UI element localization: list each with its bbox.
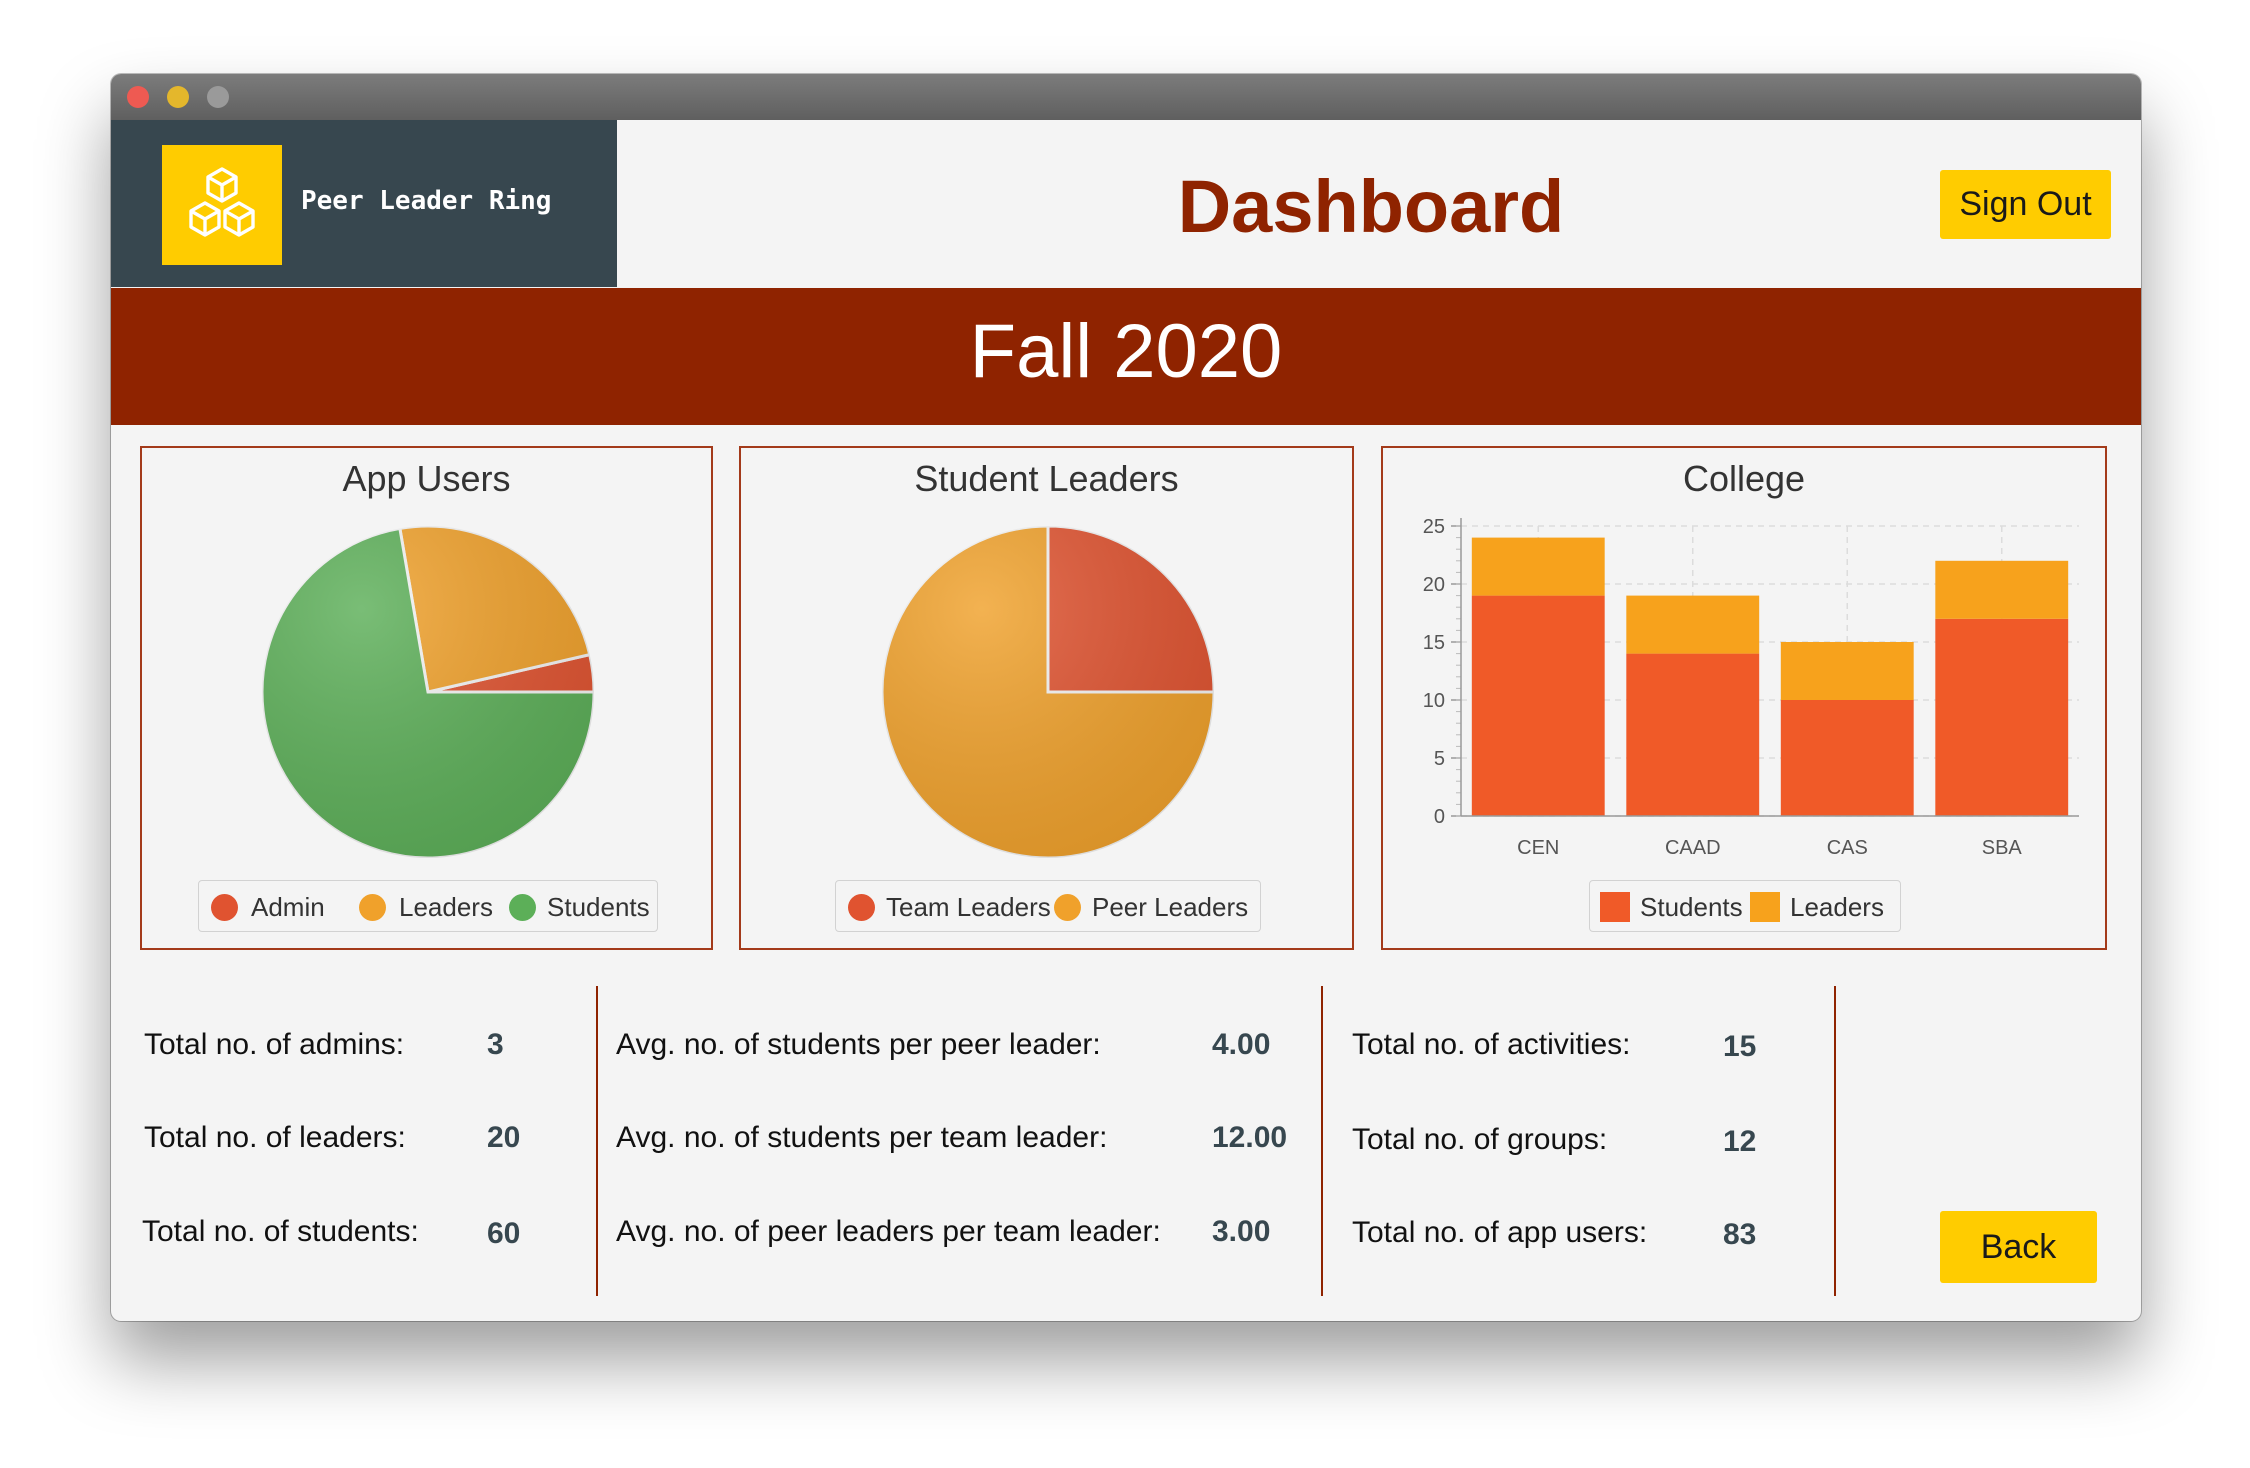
y-tick-label: 10 bbox=[1423, 690, 1445, 712]
stats-divider-2 bbox=[1321, 986, 1323, 1296]
bar-cen-students bbox=[1471, 595, 1605, 816]
stat-label-leaders: Total no. of leaders: bbox=[144, 1121, 406, 1154]
term-banner: Fall 2020 bbox=[111, 288, 2141, 425]
stat-value-students: 60 bbox=[487, 1217, 521, 1250]
legend-swatch-students bbox=[509, 894, 536, 921]
student-leaders-legend: Team Leaders Peer Leaders bbox=[835, 880, 1261, 932]
legend-label-bar-leaders: Leaders bbox=[1790, 892, 1884, 922]
college-title: College bbox=[1682, 458, 1806, 499]
legend-label-admin: Admin bbox=[251, 892, 325, 922]
bar-caad-leaders bbox=[1626, 595, 1760, 654]
college-card: College 0 5 10 15 20 25 CEN CAAD CAS SBA Students… bbox=[1381, 446, 2107, 950]
legend-swatch-peer-leaders bbox=[1054, 894, 1081, 921]
x-tick-label-caad: CAAD bbox=[1665, 837, 1721, 859]
x-tick-label-cen: CEN bbox=[1517, 837, 1559, 859]
stat-value-leaders: 20 bbox=[487, 1121, 521, 1154]
pie-slice-team-leaders bbox=[1046, 524, 1216, 694]
legend-swatch-leaders bbox=[359, 894, 386, 921]
close-window-button[interactable] bbox=[127, 86, 149, 108]
bar-sba-leaders bbox=[1935, 560, 2069, 619]
legend-label-leaders: Leaders bbox=[399, 892, 493, 922]
page-title: Dashboard bbox=[1177, 165, 1565, 248]
app-window: Peer Leader Ring Dashboard Sign Out Fall… bbox=[111, 74, 2141, 1321]
legend-swatch-bar-leaders bbox=[1750, 892, 1780, 922]
y-tick-label: 25 bbox=[1423, 516, 1445, 538]
stat-value-students-per-peer: 4.00 bbox=[1212, 1028, 1271, 1061]
stat-value-peers-per-team: 3.00 bbox=[1212, 1215, 1271, 1248]
y-tick-label: 0 bbox=[1434, 806, 1445, 828]
legend-swatch-bar-students bbox=[1600, 892, 1630, 922]
window-titlebar[interactable] bbox=[111, 74, 2141, 120]
bar-caad-students bbox=[1626, 653, 1760, 816]
minimize-window-button[interactable] bbox=[167, 86, 189, 108]
bar-cas-leaders bbox=[1780, 642, 1914, 700]
stat-label-students-per-team: Avg. no. of students per team leader: bbox=[616, 1121, 1108, 1154]
stat-value-app-users: 83 bbox=[1723, 1218, 1757, 1251]
bar-cas-students bbox=[1780, 700, 1914, 816]
back-button[interactable]: Back bbox=[1940, 1211, 2097, 1283]
app-users-card: App Users Admin Leaders Students bbox=[140, 446, 713, 950]
bar-cen-leaders bbox=[1471, 537, 1605, 596]
y-tick-label: 5 bbox=[1434, 748, 1445, 770]
stat-value-groups: 12 bbox=[1723, 1125, 1757, 1158]
term-label: Fall 2020 bbox=[969, 309, 1283, 394]
logo bbox=[162, 145, 282, 265]
cubes-icon bbox=[189, 167, 255, 237]
legend-label-bar-students: Students bbox=[1640, 892, 1743, 922]
legend-swatch-team-leaders bbox=[848, 894, 875, 921]
bar-sba-students bbox=[1935, 618, 2069, 816]
stat-label-students-per-peer: Avg. no. of students per peer leader: bbox=[616, 1028, 1101, 1061]
stat-label-activities: Total no. of activities: bbox=[1352, 1028, 1631, 1061]
x-tick-label-sba: SBA bbox=[1982, 837, 2023, 859]
college-bar-chart: 0 5 10 15 20 25 CEN CAAD CAS SBA bbox=[1423, 516, 2079, 859]
stats-divider-3 bbox=[1834, 986, 1836, 1296]
student-leaders-card: Student Leaders Team Leaders Peer Leader… bbox=[739, 446, 1354, 950]
zoom-window-button[interactable] bbox=[207, 86, 229, 108]
stat-label-peers-per-team: Avg. no. of peer leaders per team leader… bbox=[616, 1215, 1161, 1248]
stat-label-app-users: Total no. of app users: bbox=[1352, 1216, 1648, 1249]
legend-label-students: Students bbox=[547, 892, 650, 922]
stat-label-admins: Total no. of admins: bbox=[144, 1028, 405, 1061]
y-tick-label: 20 bbox=[1423, 574, 1445, 596]
app-users-pie bbox=[260, 524, 596, 860]
stat-label-groups: Total no. of groups: bbox=[1352, 1123, 1608, 1156]
app-users-legend: Admin Leaders Students bbox=[198, 880, 658, 932]
stats-divider-1 bbox=[596, 986, 598, 1296]
brand-name: Peer Leader Ring bbox=[301, 186, 552, 216]
brand-panel: Peer Leader Ring bbox=[111, 120, 617, 287]
y-tick-label: 15 bbox=[1423, 632, 1445, 654]
stat-value-students-per-team: 12.00 bbox=[1212, 1121, 1288, 1154]
legend-label-peer-leaders: Peer Leaders bbox=[1092, 892, 1249, 922]
sign-out-button[interactable]: Sign Out bbox=[1940, 170, 2111, 239]
legend-swatch-admin bbox=[211, 894, 238, 921]
app-users-title: App Users bbox=[342, 458, 511, 499]
legend-label-team-leaders: Team Leaders bbox=[886, 892, 1051, 922]
college-legend: Students Leaders bbox=[1589, 880, 1901, 932]
stat-value-admins: 3 bbox=[487, 1028, 504, 1061]
stat-label-students: Total no. of students: bbox=[142, 1215, 419, 1248]
x-tick-label-cas: CAS bbox=[1827, 837, 1868, 859]
stat-value-activities: 15 bbox=[1723, 1030, 1757, 1063]
student-leaders-title: Student Leaders bbox=[914, 458, 1179, 499]
student-leaders-pie bbox=[880, 524, 1216, 860]
